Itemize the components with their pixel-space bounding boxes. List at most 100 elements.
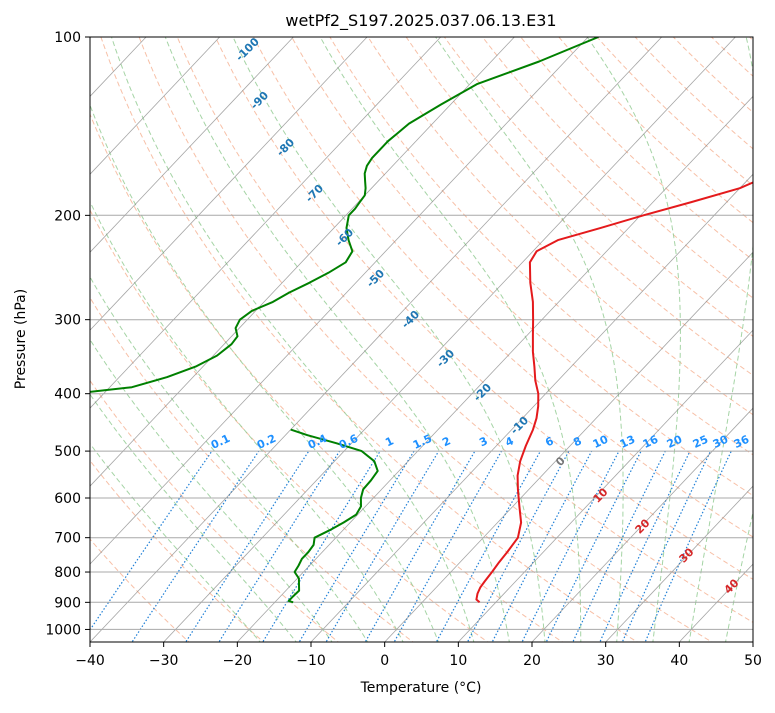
y-tick-label: 500 <box>54 444 81 460</box>
mixing-ratio-line <box>572 450 666 642</box>
x-axis-label: Temperature (°C) <box>360 680 482 696</box>
y-tick-label: 700 <box>54 531 81 547</box>
plot-area: -100-90-80-70-60-50-40-30-20-100.1 0.2 0.4… <box>0 35 753 642</box>
isotherm-line <box>679 563 753 642</box>
moist-adiabat-line <box>164 37 510 642</box>
mixing-ratio-line <box>262 450 381 642</box>
isotherm-line <box>531 407 753 642</box>
mixing-ratio-line <box>521 450 620 642</box>
x-tick-label: 10 <box>449 653 467 669</box>
x-tick-label: 50 <box>744 653 762 669</box>
dry-adiabat-line <box>558 37 753 224</box>
isotherm-label: -20 <box>471 381 494 404</box>
isotherm-line <box>310 173 753 642</box>
isotherm-label: -10 <box>508 414 531 437</box>
dry-adiabat-line <box>443 37 753 337</box>
x-tick-label: −30 <box>149 653 179 669</box>
mixing-ratio-label: 20 <box>665 433 685 451</box>
isotherm-label: -100 <box>233 35 262 64</box>
moist-adiabat-line <box>90 200 404 642</box>
dry-adiabat-line <box>90 459 265 642</box>
x-tick-label: 20 <box>523 653 541 669</box>
moist-adiabat-line <box>90 276 369 642</box>
mixing-ratio-label: 1.5 <box>411 432 434 452</box>
y-tick-label: 400 <box>54 387 81 403</box>
warm-isotherm-label: 20 <box>633 516 653 536</box>
x-tick-label: 0 <box>380 653 389 669</box>
moist-adiabat-line <box>90 338 333 642</box>
isotherm-line <box>237 95 753 642</box>
mixing-ratio-line <box>621 450 712 642</box>
isotherm-label: -30 <box>434 347 457 370</box>
dry-adiabat-line <box>90 209 489 642</box>
y-tick-label: 200 <box>54 208 81 224</box>
mixing-ratio-label: 8 <box>571 434 583 449</box>
axes-ticks: −40 −30 −20 −10 0 10 20 30 40 50 1000 900 800 700 600 5… <box>45 30 762 669</box>
dry-adiabat-line <box>291 37 753 497</box>
mixing-ratio-label: 0.2 <box>255 432 278 452</box>
mixing-ratio-label: 2 <box>440 434 452 449</box>
isotherm-line <box>0 37 72 642</box>
y-tick-label: 100 <box>54 30 81 46</box>
y-tick-label: 900 <box>54 595 81 611</box>
mixing-ratio-label: 30 <box>711 433 731 451</box>
mixing-ratio-label: 16 <box>641 433 661 451</box>
isotherm-line <box>605 485 753 642</box>
dry-adiabat-line <box>90 113 564 642</box>
x-tick-label: −20 <box>223 653 253 669</box>
isotherm-line <box>90 37 441 409</box>
dry-adiabat-line <box>672 37 753 114</box>
moist-adiabat-line <box>111 37 475 642</box>
isotherm-line <box>90 37 662 642</box>
moist-adiabat-line <box>688 37 753 642</box>
dry-adiabat-line <box>214 37 753 580</box>
dry-adiabat-line <box>481 37 753 299</box>
mixing-ratio-line <box>545 450 642 642</box>
moist-adiabat-line <box>232 37 546 642</box>
isotherm-line <box>752 641 753 642</box>
moist-adiabat-line <box>435 37 624 642</box>
dry-adiabat-line <box>710 37 753 77</box>
y-tick-label: 800 <box>54 565 81 581</box>
isotherm-line <box>163 37 736 642</box>
mixing-ratio-line <box>364 450 476 642</box>
mixing-ratio-label: 4 <box>503 434 516 449</box>
dry-adiabat-line <box>367 37 753 416</box>
dewpoint-profile-line <box>287 428 379 604</box>
mixing-ratio-line <box>185 450 310 642</box>
warm-isotherm-label: 10 <box>591 485 611 505</box>
mixing-ratio-line <box>644 450 732 642</box>
y-axis-label: Pressure (hPa) <box>13 289 29 389</box>
y-tick-label: 600 <box>54 491 81 507</box>
x-tick-label: 40 <box>670 653 688 669</box>
dry-adiabat-line <box>100 37 639 642</box>
dry-adiabat-line <box>405 37 753 376</box>
mixing-ratio-label: 0.4 <box>306 432 329 452</box>
dry-adiabat-line <box>252 37 753 538</box>
mixing-ratio-line <box>491 450 593 642</box>
mixing-ratio-label: 1 <box>383 434 395 449</box>
mixing-ratio-label: 36 <box>732 433 752 451</box>
dry-adiabat-line <box>634 37 753 150</box>
mixing-ratio-line <box>90 450 213 631</box>
isotherm-line <box>90 37 220 175</box>
mixing-ratio-line <box>325 450 440 642</box>
isotherm-label: -80 <box>274 136 297 159</box>
isotherm-line <box>90 37 294 253</box>
x-tick-label: −40 <box>75 653 105 669</box>
mixing-ratio-line <box>393 450 503 642</box>
isotherm-label: -70 <box>303 182 326 205</box>
chart-title: wetPf2_S197.2025.037.06.13.E31 <box>285 11 556 31</box>
dry-adiabat-line <box>90 379 340 642</box>
y-tick-label: 300 <box>54 313 81 329</box>
dry-adiabat-line <box>138 37 713 642</box>
isotherm-line <box>90 37 368 331</box>
x-tick-label: 30 <box>597 653 615 669</box>
moist-adiabat-line <box>725 510 753 642</box>
x-tick-label: −10 <box>296 653 326 669</box>
mixing-ratio-line <box>435 450 541 642</box>
moist-adiabat-line <box>90 393 297 642</box>
mixing-ratio-label: 25 <box>691 433 710 451</box>
